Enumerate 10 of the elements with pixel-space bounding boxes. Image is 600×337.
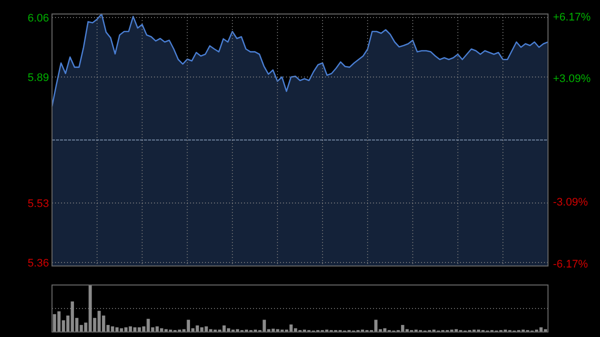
- bar: [52, 314, 56, 332]
- y-tick-label: 5.36: [28, 257, 49, 270]
- y-tick-label: 5.89: [28, 72, 49, 84]
- y2-tick-label: +3.09%: [553, 73, 591, 86]
- bar: [57, 311, 61, 332]
- y2-tick-label: -3.09%: [553, 196, 588, 209]
- y-tick-label: 5.53: [28, 198, 49, 210]
- y-tick-label: 6.06: [28, 12, 49, 24]
- y2-tick-label: +6.17%: [553, 11, 591, 24]
- y2-tick-label: -6.17%: [553, 258, 588, 270]
